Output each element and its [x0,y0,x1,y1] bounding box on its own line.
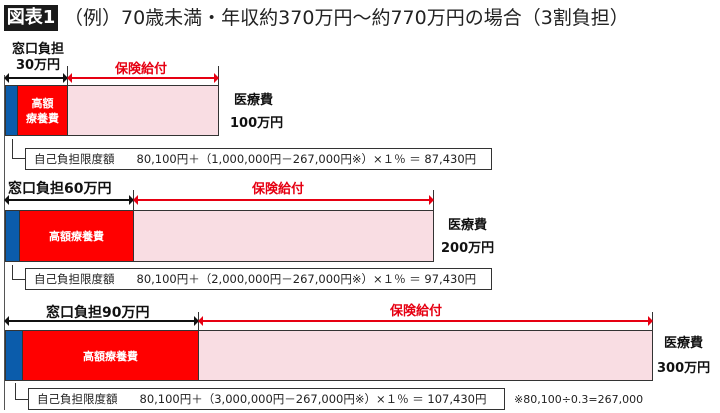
window-payment-arrow [4,195,134,205]
window-payment-arrow [4,316,199,326]
medical-cost-value: 200万円 [441,241,495,256]
left-rule [4,75,5,410]
medical-cost-value: 300万円 [657,361,711,376]
medical-cost-value: 100万円 [230,116,284,131]
connector-arrow [15,383,29,400]
insurance-benefit-label: 保険給付 [390,304,443,319]
self-pay-segment [5,330,23,381]
limit-formula-box: 自己負担限度額 80,100円＋（2,000,000円－267,000円※）×１％… [25,268,492,290]
limit-label: 自己負担限度額 [34,152,115,166]
figure-tag: 図表1 [4,5,58,31]
insurance-benefit-arrow [67,73,219,83]
insurance-benefit-arrow [198,316,653,326]
high-cost-segment: 高額療養費 [17,85,68,136]
high-cost-segment: 高額療養費 [19,210,134,262]
limit-label: 自己負担限度額 [37,392,118,406]
window-payment-label: 窓口負担60万円 [8,181,112,197]
window-payment-arrow [4,73,68,83]
insurance-segment [133,210,434,262]
insurance-segment [67,85,219,136]
window-payment-label: 窓口負担90万円 [46,305,150,321]
medical-cost-label: 医療費 [448,218,488,233]
limit-formula: 80,100円＋（1,000,000円－267,000円※）×１％ ＝ 87,4… [136,152,477,166]
figure-title: （例）70歳未満・年収約370万円～約770万円の場合（3割負担） [64,7,629,29]
self-pay-segment [5,210,20,262]
high-cost-segment: 高額療養費 [22,330,199,381]
connector-arrow [12,139,26,159]
high-cost-line1: 高額 [31,96,54,110]
connector-arrow [12,265,26,280]
window-label-line1: 窓口負担 [11,42,64,57]
footnote: ※80,100÷0.3=267,000 [514,393,644,406]
high-cost-line2: 療養費 [26,111,59,125]
insurance-benefit-arrow [133,195,434,205]
limit-formula: 80,100円＋（2,000,000円－267,000円※）×１％ ＝ 97,4… [136,272,477,286]
insurance-benefit-label: 保険給付 [252,182,305,197]
window-label-line2: 30万円 [15,58,61,73]
medical-cost-label: 医療費 [234,93,274,108]
limit-formula-box: 自己負担限度額 80,100円＋（1,000,000円－267,000円※）×１％… [25,148,492,170]
window-payment-label: 窓口負担 30万円 [10,42,66,74]
limit-label: 自己負担限度額 [34,272,115,286]
insurance-benefit-label: 保険給付 [115,62,168,77]
limit-formula-box: 自己負担限度額 80,100円＋（3,000,000円－267,000円※）×１％… [28,388,505,410]
limit-formula: 80,100円＋（3,000,000円－267,000円※）×１％ ＝ 107,… [139,392,487,406]
medical-cost-label: 医療費 [664,336,704,351]
insurance-segment [198,330,653,381]
